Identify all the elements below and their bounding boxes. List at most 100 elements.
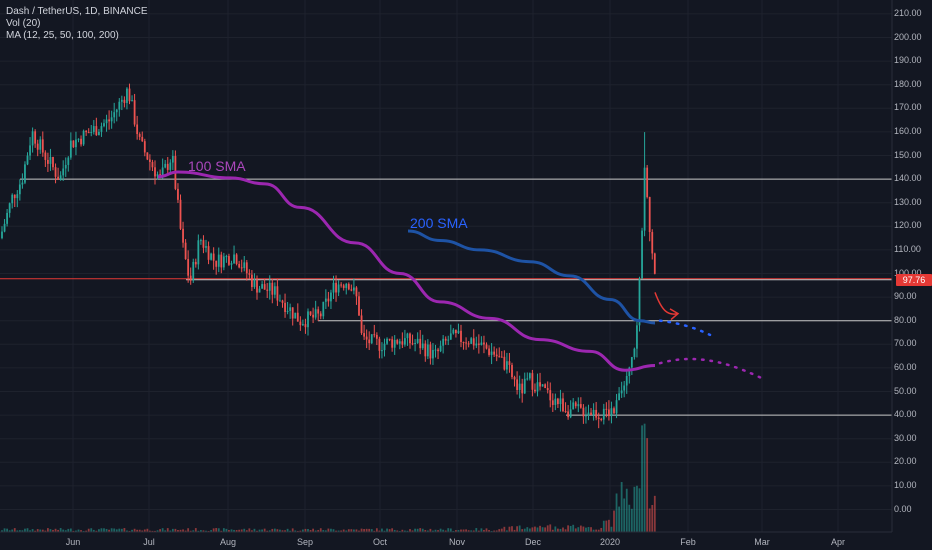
volume-bar: [378, 530, 381, 532]
candle-body: [646, 167, 649, 198]
volume-bar: [623, 498, 626, 532]
time-tick-label: Oct: [372, 537, 388, 547]
candle-body: [108, 119, 110, 122]
candle-body: [18, 184, 21, 195]
candle-body: [615, 400, 618, 414]
volume-bar: [169, 530, 172, 532]
symbol-title[interactable]: Dash / TetherUS, 1D, BINANCE: [6, 6, 148, 17]
candle-body: [138, 134, 141, 137]
volume-bar: [521, 529, 524, 532]
sma100-line: [157, 170, 656, 372]
volume-bar: [472, 530, 475, 532]
candle-body: [110, 117, 113, 122]
volume-bar: [141, 530, 144, 532]
candle-body: [123, 99, 126, 103]
volume-bar: [319, 528, 322, 532]
volume-bar: [228, 530, 230, 532]
candle-body: [429, 344, 432, 359]
last-price-badge: 97.76: [896, 274, 932, 286]
volume-bar: [238, 529, 241, 532]
price-tick-label: 110.00: [894, 243, 921, 254]
volume-bar: [516, 526, 518, 532]
volume-bar: [439, 528, 442, 532]
volume-bar: [182, 529, 184, 532]
candle-body: [136, 124, 139, 135]
volume-bar: [391, 528, 394, 532]
ma-indicator-label[interactable]: MA (12, 25, 50, 100, 200): [6, 30, 119, 41]
candle-body: [358, 296, 360, 316]
volume-bar: [215, 528, 218, 532]
candle-body: [386, 338, 388, 344]
candle-body: [378, 338, 381, 351]
candle-body: [554, 398, 557, 405]
volume-bar: [279, 529, 281, 532]
candle-body: [233, 254, 235, 264]
candle-body: [52, 157, 54, 168]
volume-bar: [258, 529, 261, 532]
candle-body: [85, 130, 88, 133]
volume-bar: [248, 528, 251, 532]
candle-body: [368, 339, 371, 344]
volume-bar: [192, 530, 195, 532]
candle-body: [335, 282, 337, 293]
volume-bar: [133, 528, 136, 532]
volume-bar: [105, 528, 108, 532]
volume-indicator-label[interactable]: Vol (20): [6, 18, 41, 29]
price-tick-label: 200.00: [894, 31, 922, 42]
candle-body: [248, 273, 251, 275]
volume-bar: [230, 529, 233, 532]
time-tick-label: Feb: [680, 537, 696, 547]
candle-body: [103, 123, 105, 127]
candle-body: [360, 315, 363, 334]
volume-bar: [381, 528, 383, 532]
volume-bar: [365, 528, 368, 532]
candle-body: [353, 287, 355, 291]
volume-bar: [562, 527, 564, 532]
candle-body: [39, 139, 42, 150]
candle-body: [475, 343, 478, 346]
candle-body: [630, 357, 633, 368]
volume-bar: [592, 529, 595, 532]
candle-body: [72, 140, 75, 148]
candle-body: [569, 409, 572, 418]
volume-bar: [18, 530, 21, 532]
candle-body: [6, 212, 8, 224]
volume-bar: [455, 530, 457, 532]
volume-bar: [488, 530, 490, 532]
volume-bar: [177, 529, 179, 532]
price-tick-label: 100.00: [894, 267, 922, 278]
volume-bar: [470, 530, 473, 532]
volume-bar: [322, 530, 325, 532]
volume-bar: [85, 530, 88, 532]
volume-bar: [342, 529, 345, 532]
volume-bar: [636, 485, 638, 532]
candle-body: [557, 398, 559, 405]
candle-body: [544, 384, 547, 389]
volume-bar: [541, 527, 544, 532]
candle-body: [271, 282, 274, 295]
time-tick-label: Jun: [65, 537, 81, 547]
candle-body: [304, 324, 307, 328]
volume-bar: [276, 529, 279, 532]
volume-bar: [77, 529, 80, 532]
volume-bar: [513, 529, 516, 532]
volume-bar: [633, 486, 636, 532]
candle-body: [220, 254, 223, 268]
candle-body: [370, 334, 373, 344]
volume-bar: [24, 528, 26, 532]
candle-body: [396, 339, 399, 344]
volume-bar: [358, 530, 360, 532]
candle-body: [531, 373, 534, 390]
volume-bar: [518, 525, 521, 532]
candle-body: [159, 174, 161, 176]
volume-bar: [508, 526, 511, 532]
candle-body: [57, 176, 59, 180]
sma100-projection: [658, 357, 762, 379]
candle-body: [151, 161, 154, 168]
volume-bar: [281, 530, 284, 532]
volume-bar: [202, 530, 205, 532]
candle-body: [546, 388, 549, 391]
candle-body: [610, 408, 613, 417]
volume-bar: [638, 488, 641, 532]
